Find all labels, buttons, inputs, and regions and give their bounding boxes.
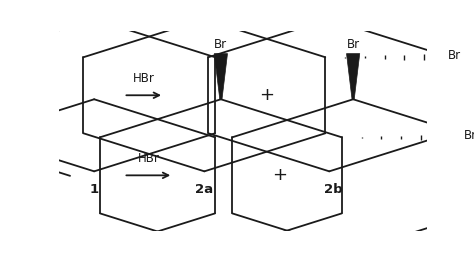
Text: Br: Br — [447, 49, 461, 62]
Text: HBr: HBr — [133, 72, 155, 85]
Text: +: + — [259, 86, 274, 104]
Text: +: + — [272, 166, 287, 184]
Polygon shape — [450, 54, 474, 61]
Text: HBr: HBr — [137, 152, 159, 165]
Polygon shape — [214, 54, 228, 99]
Text: 2b: 2b — [324, 183, 342, 196]
Text: 2a: 2a — [195, 183, 213, 196]
Text: 1: 1 — [90, 183, 99, 196]
Text: Br: Br — [346, 38, 360, 51]
Polygon shape — [346, 54, 360, 99]
Text: Br: Br — [214, 38, 228, 51]
Text: Br: Br — [464, 129, 474, 142]
